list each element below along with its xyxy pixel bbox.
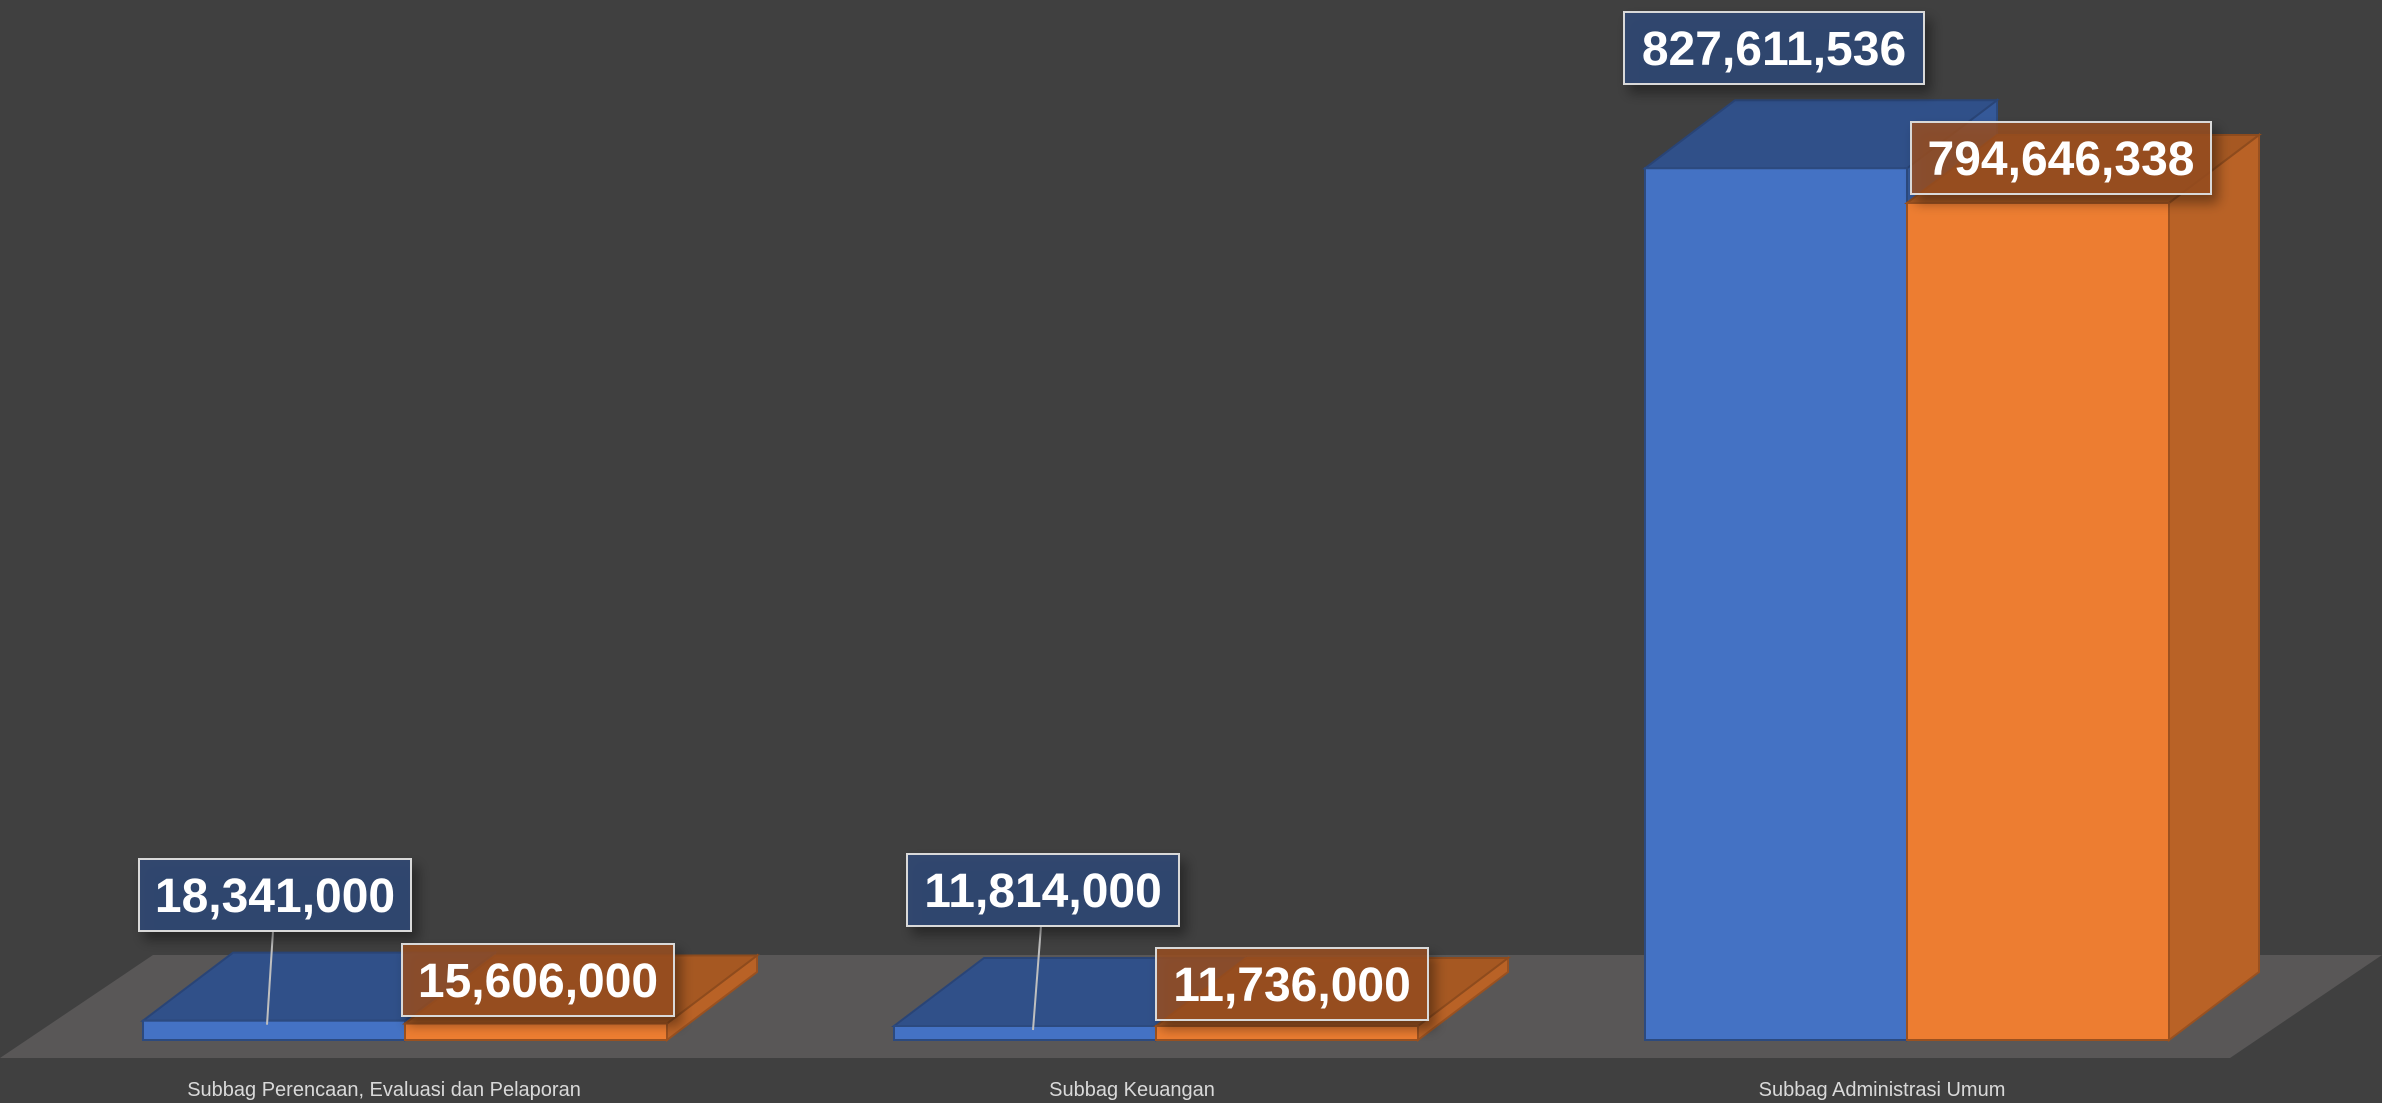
data-labels-layer: 18,341,000 11,814,000 827,611,536 15,606,00…	[138, 11, 2212, 1031]
svg-text:15,606,000: 15,606,000	[418, 955, 658, 1008]
category-axis: Subbag Perencaan, Evaluasi dan Pelaporan…	[187, 1079, 2005, 1101]
data-label-1-1: 18,341,000	[138, 858, 412, 1025]
data-label-1-3: 827,611,536	[1623, 11, 1925, 85]
data-label-2-3: 794,646,338	[1910, 121, 2212, 195]
category-label-3: Subbag Administrasi Umum	[1759, 1079, 2006, 1101]
data-label-1-2: 11,814,000	[906, 853, 1180, 1031]
data-label-2-1: 15,606,000	[401, 943, 675, 1017]
bar-2-3	[1904, 132, 2262, 1043]
svg-text:18,341,000: 18,341,000	[155, 870, 395, 923]
svg-text:11,736,000: 11,736,000	[1173, 959, 1411, 1012]
svg-text:794,646,338: 794,646,338	[1928, 133, 2195, 186]
svg-text:11,814,000: 11,814,000	[924, 865, 1162, 918]
category-label-2: Subbag Keuangan	[1049, 1079, 1215, 1101]
data-label-2-2: 11,736,000	[1155, 947, 1429, 1021]
bars-layer	[140, 98, 2262, 1043]
svg-text:827,611,536: 827,611,536	[1642, 23, 1906, 76]
category-label-1: Subbag Perencaan, Evaluasi dan Pelaporan	[187, 1079, 581, 1101]
